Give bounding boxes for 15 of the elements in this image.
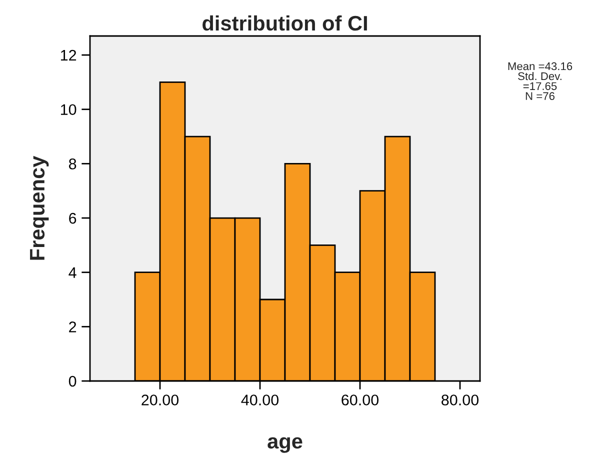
x-tick-label: 60.00 bbox=[342, 394, 379, 406]
x-tick-label: 80.00 bbox=[442, 394, 479, 406]
y-axis-title: Frequency bbox=[30, 156, 49, 260]
y-tick-label: 6 bbox=[69, 212, 76, 224]
y-tick-label: 10 bbox=[60, 104, 76, 116]
y-tick-label: 2 bbox=[69, 322, 76, 332]
y-tick-label: 4 bbox=[68, 267, 76, 278]
chart-title: distribution of CI bbox=[202, 15, 367, 31]
y-tick-label: 0 bbox=[68, 376, 76, 387]
text: Mean =43.16 Std. Dev. =17.65 N =76 bbox=[508, 62, 572, 100]
x-tick-label: 20.00 bbox=[142, 394, 179, 406]
x-axis-title: age bbox=[268, 437, 302, 453]
y-tick-label: 8 bbox=[68, 158, 76, 170]
x-tick-label: 40.00 bbox=[241, 394, 279, 406]
y-tick-label: 12 bbox=[60, 50, 76, 61]
